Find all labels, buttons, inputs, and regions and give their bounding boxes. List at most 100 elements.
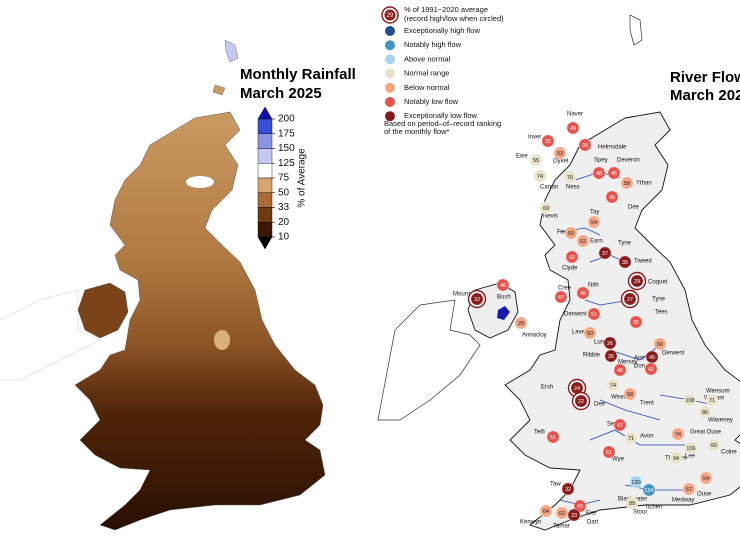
station-value: 43 — [577, 504, 583, 510]
station-value: 70 — [567, 175, 573, 181]
river-name: Oykel — [553, 159, 568, 165]
orkney — [212, 84, 226, 96]
station-marker — [565, 250, 579, 264]
river-name: Great Ouse — [690, 430, 722, 436]
station-marker — [553, 146, 567, 160]
river-name: Ouse — [697, 492, 712, 498]
station-value: 86 — [702, 410, 708, 416]
station-marker — [574, 394, 588, 408]
river-name: Dee — [628, 205, 640, 211]
river-name: Derwent — [564, 312, 587, 318]
legend-label: Exceptionally low flow — [404, 111, 478, 120]
colorbar-arrow — [257, 236, 273, 250]
station-value: 45 — [611, 171, 617, 177]
station-marker — [592, 166, 606, 180]
station-marker — [606, 378, 620, 392]
river-name: Helmsdale — [598, 145, 627, 151]
legend-note: of the monthly flow* — [384, 127, 450, 136]
station-marker — [576, 234, 590, 248]
river-name: Naver — [567, 112, 583, 118]
station-marker — [629, 315, 643, 329]
station-marker — [653, 337, 667, 351]
station-marker — [587, 307, 601, 321]
station-marker — [629, 475, 643, 489]
river-name: Coquet — [648, 280, 668, 286]
colorbar-band — [257, 207, 273, 223]
station-value: 54 — [703, 476, 709, 482]
colorbar-tick-label: 50 — [278, 187, 290, 198]
colorbar-band — [257, 177, 273, 193]
river-name: Trent — [640, 401, 654, 407]
legend-record-marker — [384, 9, 396, 21]
station-marker — [698, 405, 712, 419]
station-value: 32 — [474, 297, 480, 303]
station-marker — [630, 274, 644, 288]
legend-label: Below normal — [404, 83, 450, 92]
river-name: Leven — [572, 330, 588, 336]
station-value: 46 — [500, 283, 506, 289]
station-marker — [546, 430, 560, 444]
station-marker — [576, 286, 590, 300]
station-value: 50 — [587, 331, 593, 337]
legend-swatch — [385, 40, 395, 51]
station-marker — [470, 292, 484, 306]
station-marker — [529, 153, 543, 167]
colorbar-tick-label: 10 — [278, 232, 290, 243]
river-name: Taw — [550, 482, 561, 488]
river-name: Clyde — [562, 266, 578, 272]
station-value: 42 — [648, 367, 654, 373]
river-name: Derwent — [662, 351, 685, 357]
rain-patch — [214, 330, 230, 350]
river-name: Waveney — [708, 418, 733, 424]
station-marker — [705, 393, 719, 407]
station-marker — [644, 362, 658, 376]
river-name: Weaver — [611, 395, 632, 401]
river-name: Lee — [685, 454, 696, 460]
station-value: 108 — [685, 398, 694, 404]
station-marker — [573, 499, 587, 513]
river-name: Exe — [586, 511, 597, 517]
station-value: 35 — [622, 260, 628, 266]
station-marker — [598, 246, 612, 260]
river-name: Don — [634, 364, 645, 370]
station-marker — [623, 387, 637, 401]
legend-label: Notably high flow — [404, 40, 462, 49]
station-marker — [671, 427, 685, 441]
station-value: 27 — [627, 297, 633, 303]
river-name: Aire — [634, 356, 645, 362]
river-name: Mourne — [453, 292, 474, 298]
station-value: 24 — [574, 386, 580, 392]
shetland — [629, 14, 643, 46]
station-value: 22 — [578, 399, 584, 405]
river-name: Tyne — [618, 241, 632, 247]
river-name: Nith — [588, 283, 599, 289]
station-marker — [699, 471, 713, 485]
river-name: Ribble — [583, 353, 601, 359]
colorbar-band — [257, 118, 273, 134]
station-marker — [539, 504, 553, 518]
legend-swatch — [385, 82, 395, 93]
river-name: Earn — [590, 239, 603, 245]
station-value: 40 — [649, 355, 655, 361]
legend-record-value: 29 — [387, 13, 394, 19]
river-name: Tay — [590, 210, 599, 216]
river-name: Ythan — [636, 181, 652, 187]
colorbar-tick-label: 175 — [278, 128, 295, 139]
station-value: 35 — [582, 143, 588, 149]
station-marker — [613, 363, 627, 377]
river-name: Cree — [558, 286, 572, 292]
colorbar: 200 175 150 125 75 50 33 20 10 — [257, 106, 295, 250]
river-name: Wye — [612, 457, 625, 463]
station-value: 48 — [580, 291, 586, 297]
river-name: Dee — [594, 402, 606, 408]
station-value: 52 — [580, 239, 586, 245]
ireland-outline — [0, 289, 101, 381]
flows-title: March 2025 — [670, 87, 740, 104]
station-value: 62 — [559, 511, 565, 517]
legend: 29 % of 1991−2020 average(record high/low… — [381, 5, 504, 136]
river-name: Dart — [587, 520, 599, 526]
station-value: 58 — [627, 392, 633, 398]
station-marker — [605, 190, 619, 204]
station-value: 106 — [686, 446, 695, 452]
